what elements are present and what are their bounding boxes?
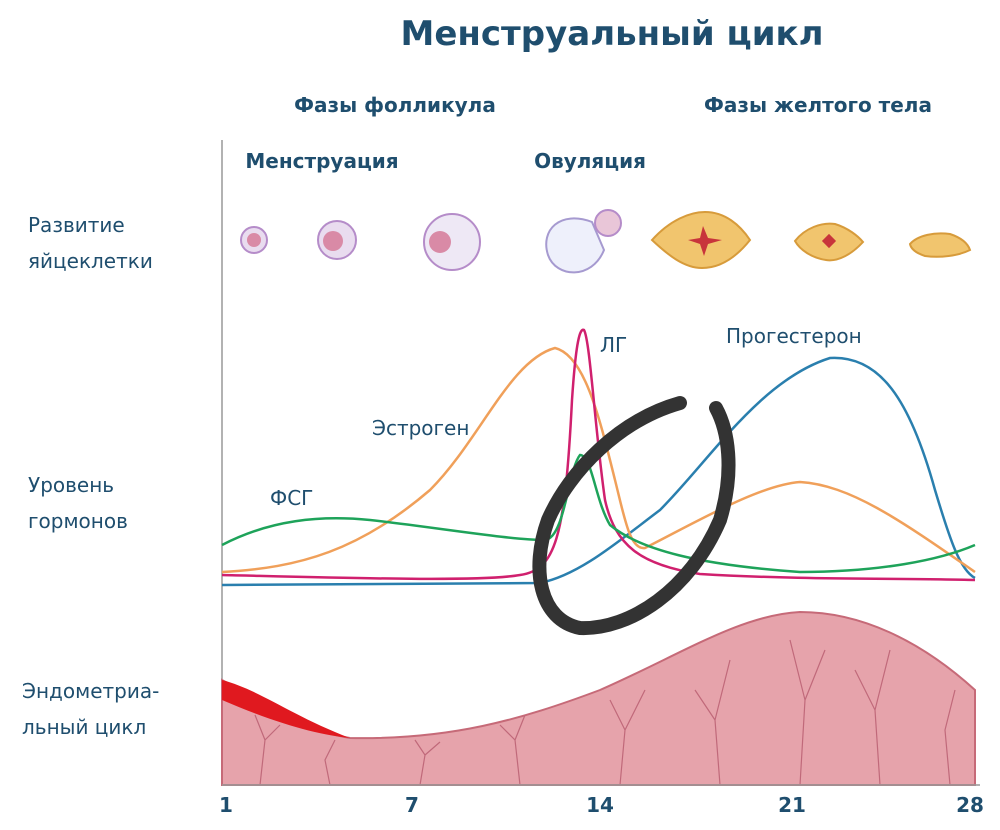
row-label: Развитие яйцеклетки xyxy=(28,213,153,273)
row-label-line: Эндометриа- xyxy=(22,679,159,703)
day-label: 21 xyxy=(778,793,806,817)
hormone-label: ЛГ xyxy=(600,333,627,357)
row-label-line: яйцеклетки xyxy=(28,249,153,273)
hormone-label: Прогестерон xyxy=(726,324,862,348)
egg-cells xyxy=(240,209,972,274)
row-label: Уровень гормонов xyxy=(28,473,128,533)
row-label-line: льный цикл xyxy=(22,715,146,739)
event-label: Овуляция xyxy=(534,149,646,173)
day-label: 7 xyxy=(405,793,419,817)
phase-label: Фазы желтого тела xyxy=(704,93,932,117)
day-label: 28 xyxy=(956,793,984,817)
hormone-label: ФСГ xyxy=(270,486,313,510)
row-label: Эндометриа-льный цикл xyxy=(22,679,159,739)
estrogen-curve xyxy=(221,346,976,574)
day-label: 14 xyxy=(586,793,614,817)
lh-curve xyxy=(221,328,976,582)
annotation-loop xyxy=(532,396,736,636)
row-label-line: Развитие xyxy=(28,213,125,237)
row-label-line: Уровень xyxy=(28,473,114,497)
title: Менструальный цикл xyxy=(401,14,824,54)
vessels xyxy=(254,639,956,786)
menstrual-bleeding xyxy=(222,680,350,738)
progesterone-curve xyxy=(221,356,976,587)
endometrium xyxy=(221,610,976,786)
event-label: Менструация xyxy=(245,149,398,173)
hormone-label: Эстроген xyxy=(372,416,469,440)
fsh-curve xyxy=(221,453,976,574)
day-label: 1 xyxy=(219,793,233,817)
row-label-line: гормонов xyxy=(28,509,128,533)
phase-label: Фазы фолликула xyxy=(294,93,496,117)
